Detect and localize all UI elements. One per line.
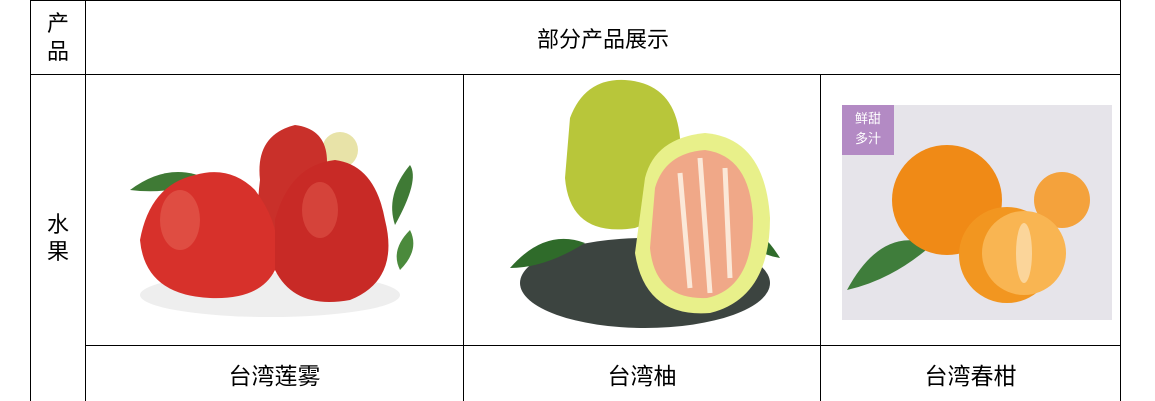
rule — [463, 74, 464, 401]
pomelo-image — [510, 79, 780, 328]
header-label: 产品 — [46, 11, 69, 64]
rule — [85, 345, 1120, 346]
badge-text: 鲜甜 — [855, 111, 881, 126]
header-title: 部分产品展示 — [536, 26, 669, 52]
rule — [30, 74, 1120, 75]
badge-text: 多汁 — [855, 131, 881, 146]
rule — [820, 74, 821, 401]
category-cell: 水果 — [31, 75, 85, 401]
product-name: 台湾春柑 — [924, 363, 1017, 389]
rule — [85, 0, 86, 401]
rule — [30, 0, 1120, 1]
orange-image: 鲜甜 多汁 — [842, 105, 1112, 320]
category: 水果 — [46, 211, 69, 265]
product-name: 台湾柚 — [607, 363, 677, 389]
wax-apple-image — [130, 125, 414, 317]
rule — [1120, 0, 1121, 401]
product-name: 台湾莲雾 — [228, 363, 321, 389]
label-cell: 产品 — [31, 1, 85, 74]
rule — [30, 0, 31, 401]
